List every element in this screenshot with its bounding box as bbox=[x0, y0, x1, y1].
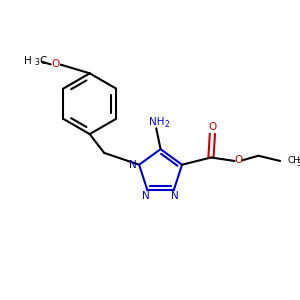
Text: O: O bbox=[208, 122, 217, 132]
Text: CH: CH bbox=[287, 156, 300, 165]
Text: H: H bbox=[24, 56, 32, 66]
Text: NH: NH bbox=[149, 117, 165, 127]
Text: O: O bbox=[234, 155, 242, 165]
Text: O: O bbox=[51, 59, 60, 69]
Text: N: N bbox=[142, 191, 150, 201]
Text: 2: 2 bbox=[165, 120, 169, 129]
Text: C: C bbox=[40, 56, 47, 66]
Text: N: N bbox=[129, 160, 136, 170]
Text: N: N bbox=[171, 191, 179, 201]
Text: 3: 3 bbox=[34, 58, 39, 68]
Text: 3: 3 bbox=[296, 159, 300, 168]
